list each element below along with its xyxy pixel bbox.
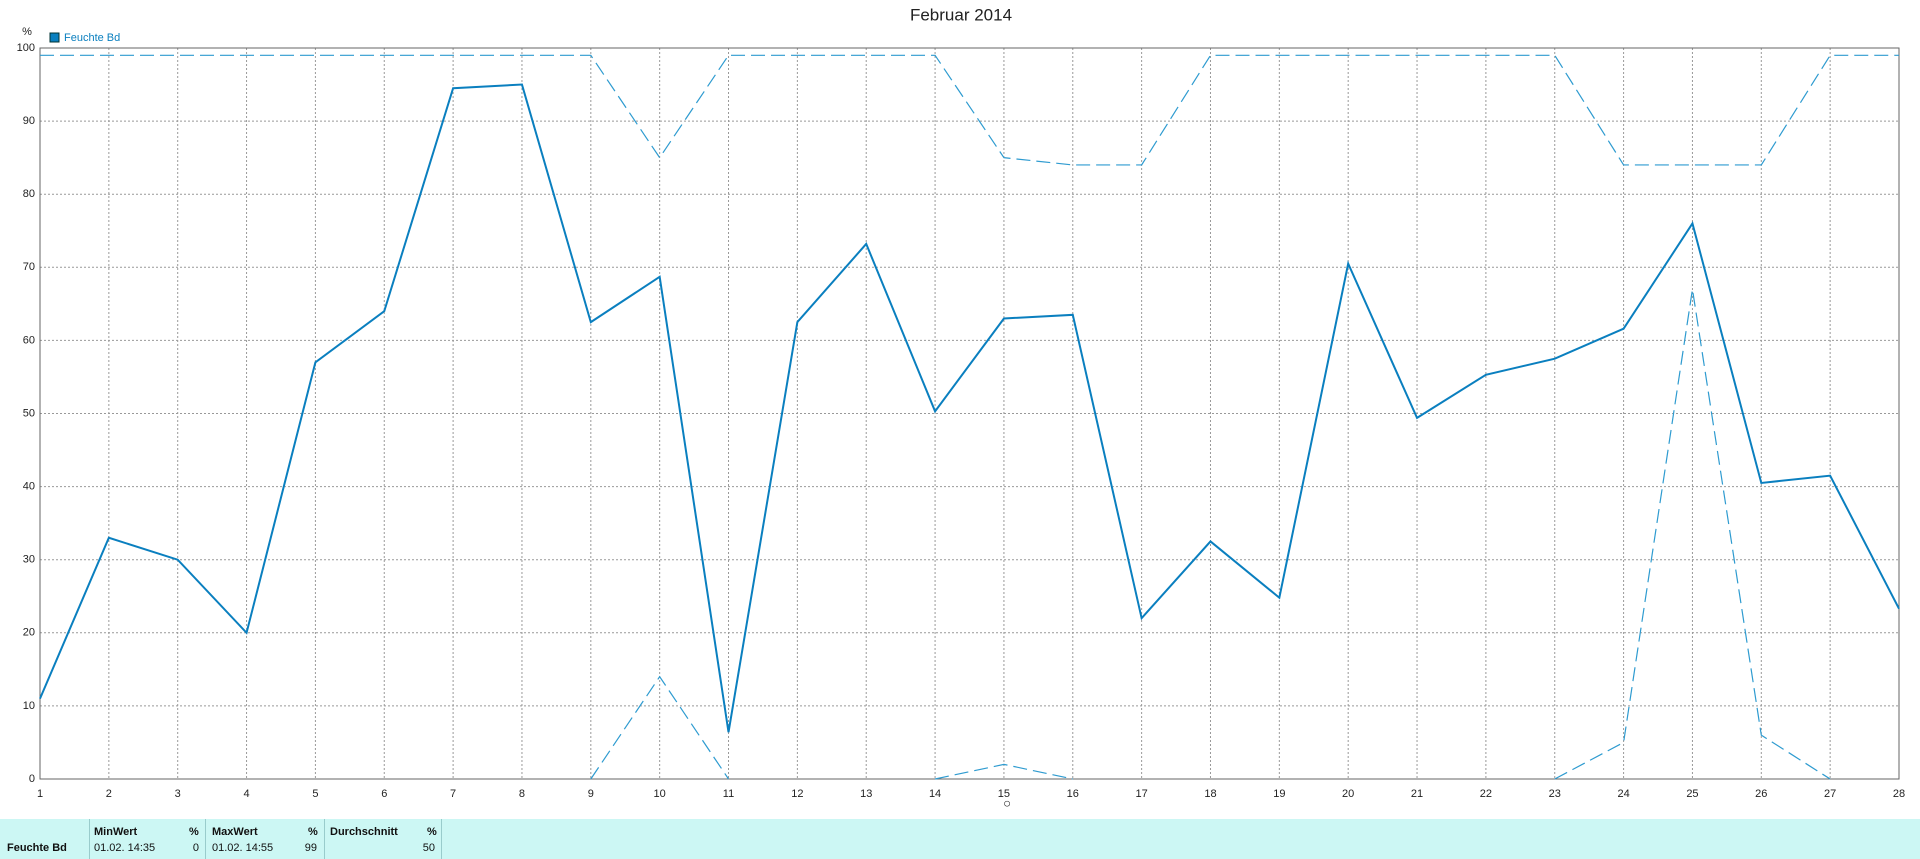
y-tick-label: 40: [23, 481, 35, 493]
x-tick-label: 6: [381, 788, 387, 800]
y-tick-label: 50: [23, 407, 35, 419]
x-tick-label: 15: [998, 788, 1010, 800]
y-tick-label: 0: [29, 773, 35, 785]
separator: [89, 819, 90, 859]
chart-title: Februar 2014: [910, 5, 1012, 24]
x-tick-label: 7: [450, 788, 456, 800]
x-tick-label: 18: [1204, 788, 1216, 800]
x-tick-label: 5: [312, 788, 318, 800]
y-tick-label: 60: [23, 334, 35, 346]
y-tick-label: 100: [17, 42, 35, 54]
y-tick-label: 80: [23, 188, 35, 200]
chart: Februar 2014 % Feuchte Bd ○ 0 10 20 30 40 50 6…: [17, 5, 1905, 810]
x-tick-label: 24: [1617, 788, 1629, 800]
plot-frame: [39, 47, 1900, 780]
x-tick-label: 11: [723, 788, 734, 800]
col-unit: %: [189, 826, 199, 838]
x-tick-label: 4: [243, 788, 249, 800]
x-tick-label: 23: [1549, 788, 1561, 800]
x-tick-label: 27: [1824, 788, 1836, 800]
x-tick-label: 16: [1067, 788, 1079, 800]
x-tick-label: 10: [654, 788, 666, 800]
col-value: 0: [192, 842, 199, 854]
x-tick-label: 21: [1411, 788, 1423, 800]
y-tick-label: 70: [23, 261, 35, 273]
legend-label: Feuchte Bd: [64, 32, 120, 44]
legend-swatch: [49, 32, 60, 43]
x-tick-label: 3: [175, 788, 181, 800]
x-tick-label: 17: [1136, 788, 1148, 800]
data-line: [40, 54, 1899, 166]
col-unit: %: [427, 826, 437, 838]
y-tick-label: 90: [23, 115, 35, 127]
col-value: 99: [304, 842, 317, 854]
x-tick-label: 13: [860, 788, 872, 800]
y-axis-label: %: [22, 26, 32, 38]
row-label: Feuchte Bd: [7, 842, 67, 854]
data-line: [39, 83, 1900, 733]
x-tick-label: 19: [1273, 788, 1285, 800]
y-tick-label: 20: [23, 627, 35, 639]
x-tick-label: 8: [519, 788, 525, 800]
x-tick-label: 9: [588, 788, 594, 800]
x-tick-label: 2: [106, 788, 112, 800]
col-value: 50: [422, 842, 435, 854]
x-tick-label: 14: [929, 788, 941, 800]
x-tick-label: 12: [791, 788, 803, 800]
col-time: 01.02. 14:35: [94, 842, 156, 854]
x-tick-label: 1: [37, 788, 43, 800]
separator: [205, 819, 206, 859]
x-tick-label: 25: [1686, 788, 1698, 800]
x-tick-label: 26: [1755, 788, 1767, 800]
col-header: MaxWert: [212, 826, 258, 838]
data-line: [590, 289, 1831, 780]
y-tick-label: 10: [23, 700, 35, 712]
separator: [441, 819, 442, 859]
summary-table: Feuchte Bd MinWert % 01.02. 14:35 0 MaxW…: [0, 819, 1920, 859]
col-unit: %: [308, 826, 318, 838]
separator: [324, 819, 325, 859]
y-tick-label: 30: [23, 554, 35, 566]
col-time: 01.02. 14:55: [212, 842, 274, 854]
x-tick-label: 28: [1893, 788, 1905, 800]
col-header: MinWert: [94, 826, 138, 838]
x-tick-label: 22: [1480, 788, 1492, 800]
col-header: Durchschnitt: [330, 826, 398, 838]
cursor-marker: ○: [1003, 795, 1011, 810]
x-tick-label: 20: [1342, 788, 1354, 800]
